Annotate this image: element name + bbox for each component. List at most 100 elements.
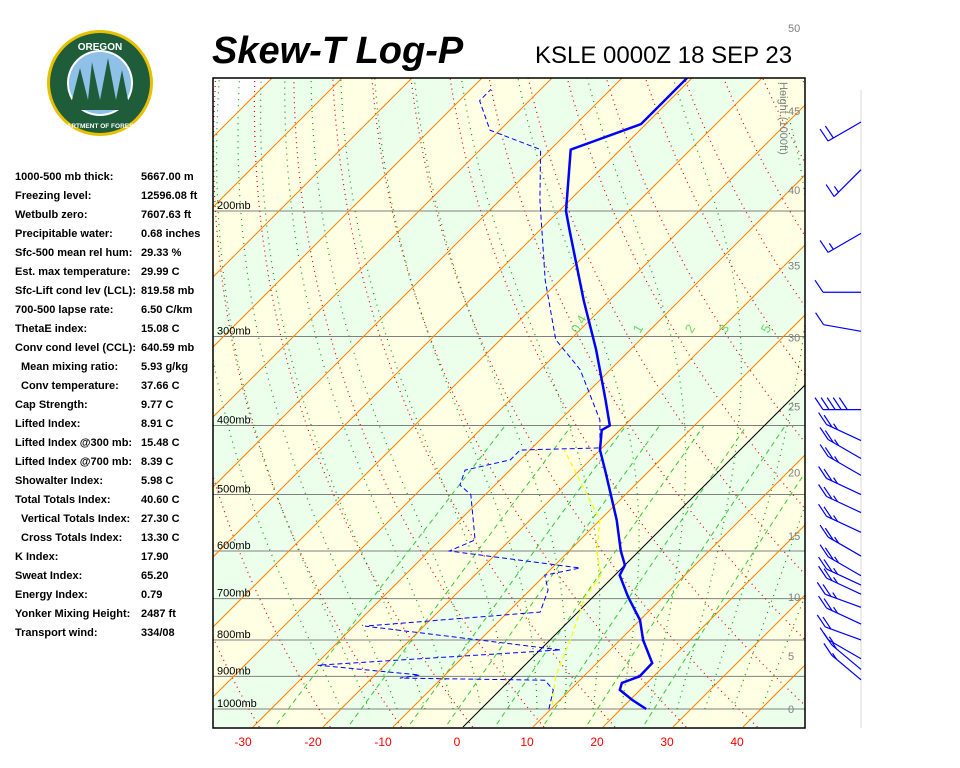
wind-barb — [819, 544, 862, 577]
stat-value: 2487 ft — [141, 608, 176, 620]
wind-barb — [818, 466, 862, 496]
stat-row: Lifted Index @700 mb: 8.39 C — [15, 453, 200, 472]
stat-value: 12596.08 ft — [141, 190, 198, 202]
wind-barb-staff — [827, 556, 862, 577]
wind-barb-halftick — [834, 439, 840, 446]
wind-barb-tick — [818, 595, 828, 609]
pressure-label: 400mb — [217, 414, 251, 426]
stat-label: Energy Index: — [15, 589, 88, 601]
wind-barb — [814, 279, 861, 293]
stat-row: 1000-500 mb thick: 5667.00 m — [15, 168, 200, 187]
stat-value: 7607.63 ft — [141, 209, 192, 221]
stat-row: Cross Totals Index: 13.30 C — [15, 529, 200, 548]
stat-value: 27.30 C — [141, 513, 180, 525]
pressure-label: 800mb — [217, 629, 251, 641]
wind-barb — [819, 444, 862, 476]
moist-adiabat — [586, 78, 687, 710]
isotherm-line — [213, 78, 693, 558]
height-tick-label: 40 — [788, 185, 800, 197]
moist-adiabat — [517, 78, 640, 710]
wind-barb-tick — [819, 427, 829, 440]
wind-barb — [816, 582, 862, 608]
wind-barb-staff — [826, 495, 862, 514]
wind-barb-tick — [823, 506, 833, 520]
stat-label: Lifted Index @300 mb: — [15, 437, 133, 449]
stat-row: Conv cond level (CCL): 640.59 mb — [15, 339, 200, 358]
stat-label: Mean mixing ratio: — [21, 361, 119, 373]
stat-label: Sfc-500 mean rel hum: — [15, 247, 133, 259]
stat-label: Freezing level: — [15, 190, 92, 202]
wind-barb-tick — [823, 568, 833, 582]
wind-barb-staff — [826, 577, 862, 595]
stat-label: Showalter Index: — [15, 475, 104, 487]
temperature-profile-line — [564, 78, 689, 711]
wind-barb — [818, 412, 862, 442]
stat-label: Est. max temperature: — [15, 266, 131, 278]
wind-barb — [815, 312, 862, 332]
wind-barb-tick — [824, 430, 834, 443]
wind-barb-tick — [819, 544, 829, 558]
wind-barb — [818, 503, 862, 533]
isotherm-line — [532, 454, 805, 728]
height-tick-label: 5 — [788, 651, 794, 663]
stat-row: Yonker Mixing Height: 2487 ft — [15, 605, 200, 624]
stat-row: Mean mixing ratio: 5.93 g/kg — [15, 358, 200, 377]
stat-value: 6.50 C/km — [141, 304, 193, 316]
wind-barb — [818, 556, 862, 586]
stat-label: Cap Strength: — [15, 399, 88, 411]
stat-value: 8.39 C — [141, 456, 174, 468]
isotherm-line — [213, 78, 413, 278]
stat-value: 29.99 C — [141, 266, 180, 278]
temperature-tick-label: 0 — [454, 735, 461, 749]
wind-barb-tick — [824, 547, 834, 561]
stat-label: Conv cond level (CCL): — [15, 342, 137, 354]
temperature-tick-label: -10 — [374, 735, 392, 749]
logo-text-bottom: DEPARTMENT OF FORESTRY — [54, 123, 147, 130]
stat-value: 15.08 C — [141, 323, 180, 335]
wind-barb-staff — [826, 423, 862, 442]
stat-label: Transport wind: — [15, 627, 98, 639]
wind-barb-tick — [823, 468, 833, 482]
wind-barb-tick — [815, 312, 825, 326]
logo-text-top: OREGON — [78, 42, 122, 53]
wind-barb-tick — [818, 484, 828, 497]
plot-frame — [212, 77, 806, 729]
wind-barb-tick — [822, 616, 832, 630]
stat-label: ThetaE index: — [15, 323, 88, 335]
dry-adiabat — [253, 78, 474, 728]
stat-row: K Index: 17.90 — [15, 548, 200, 567]
wind-barb-tick — [823, 486, 833, 500]
pressure-label: 200mb — [217, 200, 251, 212]
wind-barb-staff — [827, 639, 862, 660]
wind-barb-tick — [824, 125, 834, 139]
wind-barb-halftick — [833, 606, 839, 614]
height-tick-label: 10 — [788, 592, 800, 604]
mixing-ratio-line — [496, 425, 705, 725]
mixing-ratio-line — [447, 425, 661, 725]
isotherm-line — [602, 524, 805, 728]
isotherm-line — [213, 78, 623, 488]
pressure-label: 900mb — [217, 665, 251, 677]
dry-adiabat — [800, 78, 805, 87]
height-axis-title: Height (1000ft) — [777, 82, 789, 155]
wind-barb-tick — [819, 444, 829, 457]
pressure-label: 1000mb — [217, 698, 257, 710]
wind-barb-halftick — [832, 642, 838, 650]
stat-row: Cap Strength: 9.77 C — [15, 396, 200, 415]
pressure-label: 500mb — [217, 484, 251, 496]
wind-barb-tick — [832, 397, 842, 410]
stat-row: Est. max temperature: 29.99 C — [15, 263, 200, 282]
stat-row: Energy Index: 0.79 — [15, 586, 200, 605]
wind-barb-staff — [827, 455, 862, 476]
temperature-tick-label: -30 — [234, 735, 252, 749]
wind-barb — [823, 632, 862, 670]
wind-barb-tick — [824, 447, 834, 460]
isotherm-line — [213, 78, 553, 418]
wind-barb-tick — [818, 565, 828, 579]
dry-adiabat — [905, 53, 960, 727]
wind-barb-tick — [838, 397, 848, 410]
stat-value: 15.48 C — [141, 437, 180, 449]
stat-value: 5667.00 m — [141, 171, 194, 183]
moist-adiabat — [413, 78, 567, 710]
